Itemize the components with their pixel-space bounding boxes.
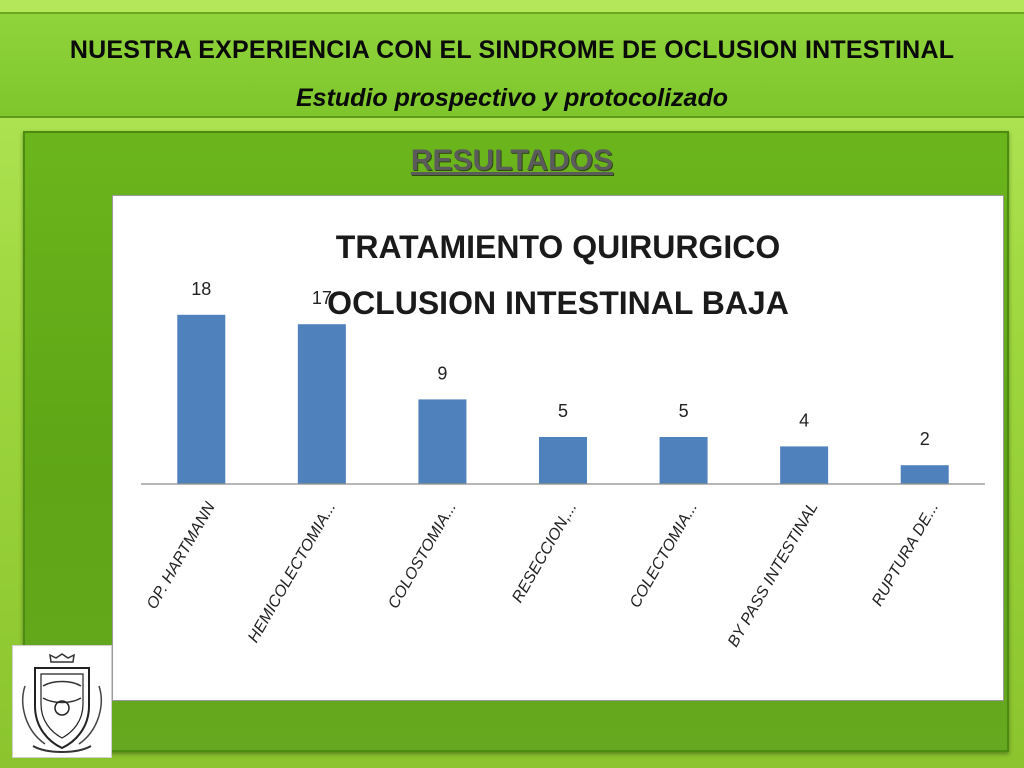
data-label-2: 9 (437, 363, 447, 383)
bar-0 (177, 314, 226, 484)
title-band (0, 12, 1024, 118)
category-label-3: RESECCION,... (509, 500, 580, 606)
category-label-0: OP. HARTMANN (144, 499, 219, 612)
data-label-3: 5 (558, 401, 568, 421)
category-label-1: HEMICOLECTOMIA... (245, 500, 339, 646)
data-label-5: 4 (799, 410, 809, 430)
chart-container: TRATAMIENTO QUIRURGICO OCLUSION INTESTIN… (112, 195, 1004, 701)
chart-title-line-1: TRATAMIENTO QUIRURGICO (336, 229, 780, 265)
bar-5 (780, 446, 829, 484)
bar-6 (900, 465, 949, 484)
bars-group: 18 OP. HARTMANN 17 HEMICOLECTOMIA... 9 COLOST… (144, 279, 949, 650)
category-label-6: RUPTURA DE... (869, 500, 942, 610)
category-label-5: BY PASS INTESTINAL (725, 500, 822, 650)
chart-title-line-2: OCLUSION INTESTINAL BAJA (327, 285, 789, 321)
data-label-1: 17 (312, 288, 332, 308)
bar-4 (659, 437, 708, 484)
data-label-0: 18 (191, 279, 211, 299)
university-crest-icon (12, 645, 112, 758)
slide-title: NUESTRA EXPERIENCIA CON EL SINDROME DE O… (69, 36, 955, 64)
category-label-2: COLOSTOMIA... (385, 500, 460, 612)
bar-chart: TRATAMIENTO QUIRURGICO OCLUSION INTESTIN… (141, 229, 985, 650)
section-heading: RESULTADOS (410, 144, 614, 177)
bar-1 (297, 324, 346, 484)
data-label-6: 2 (920, 429, 930, 449)
crest-graphic (22, 653, 102, 753)
data-label-4: 5 (679, 401, 689, 421)
bar-2 (418, 399, 467, 484)
slide-subtitle: Estudio prospectivo y protocolizado (296, 84, 728, 112)
category-label-4: COLECTOMIA... (627, 500, 701, 611)
bar-3 (539, 437, 587, 484)
